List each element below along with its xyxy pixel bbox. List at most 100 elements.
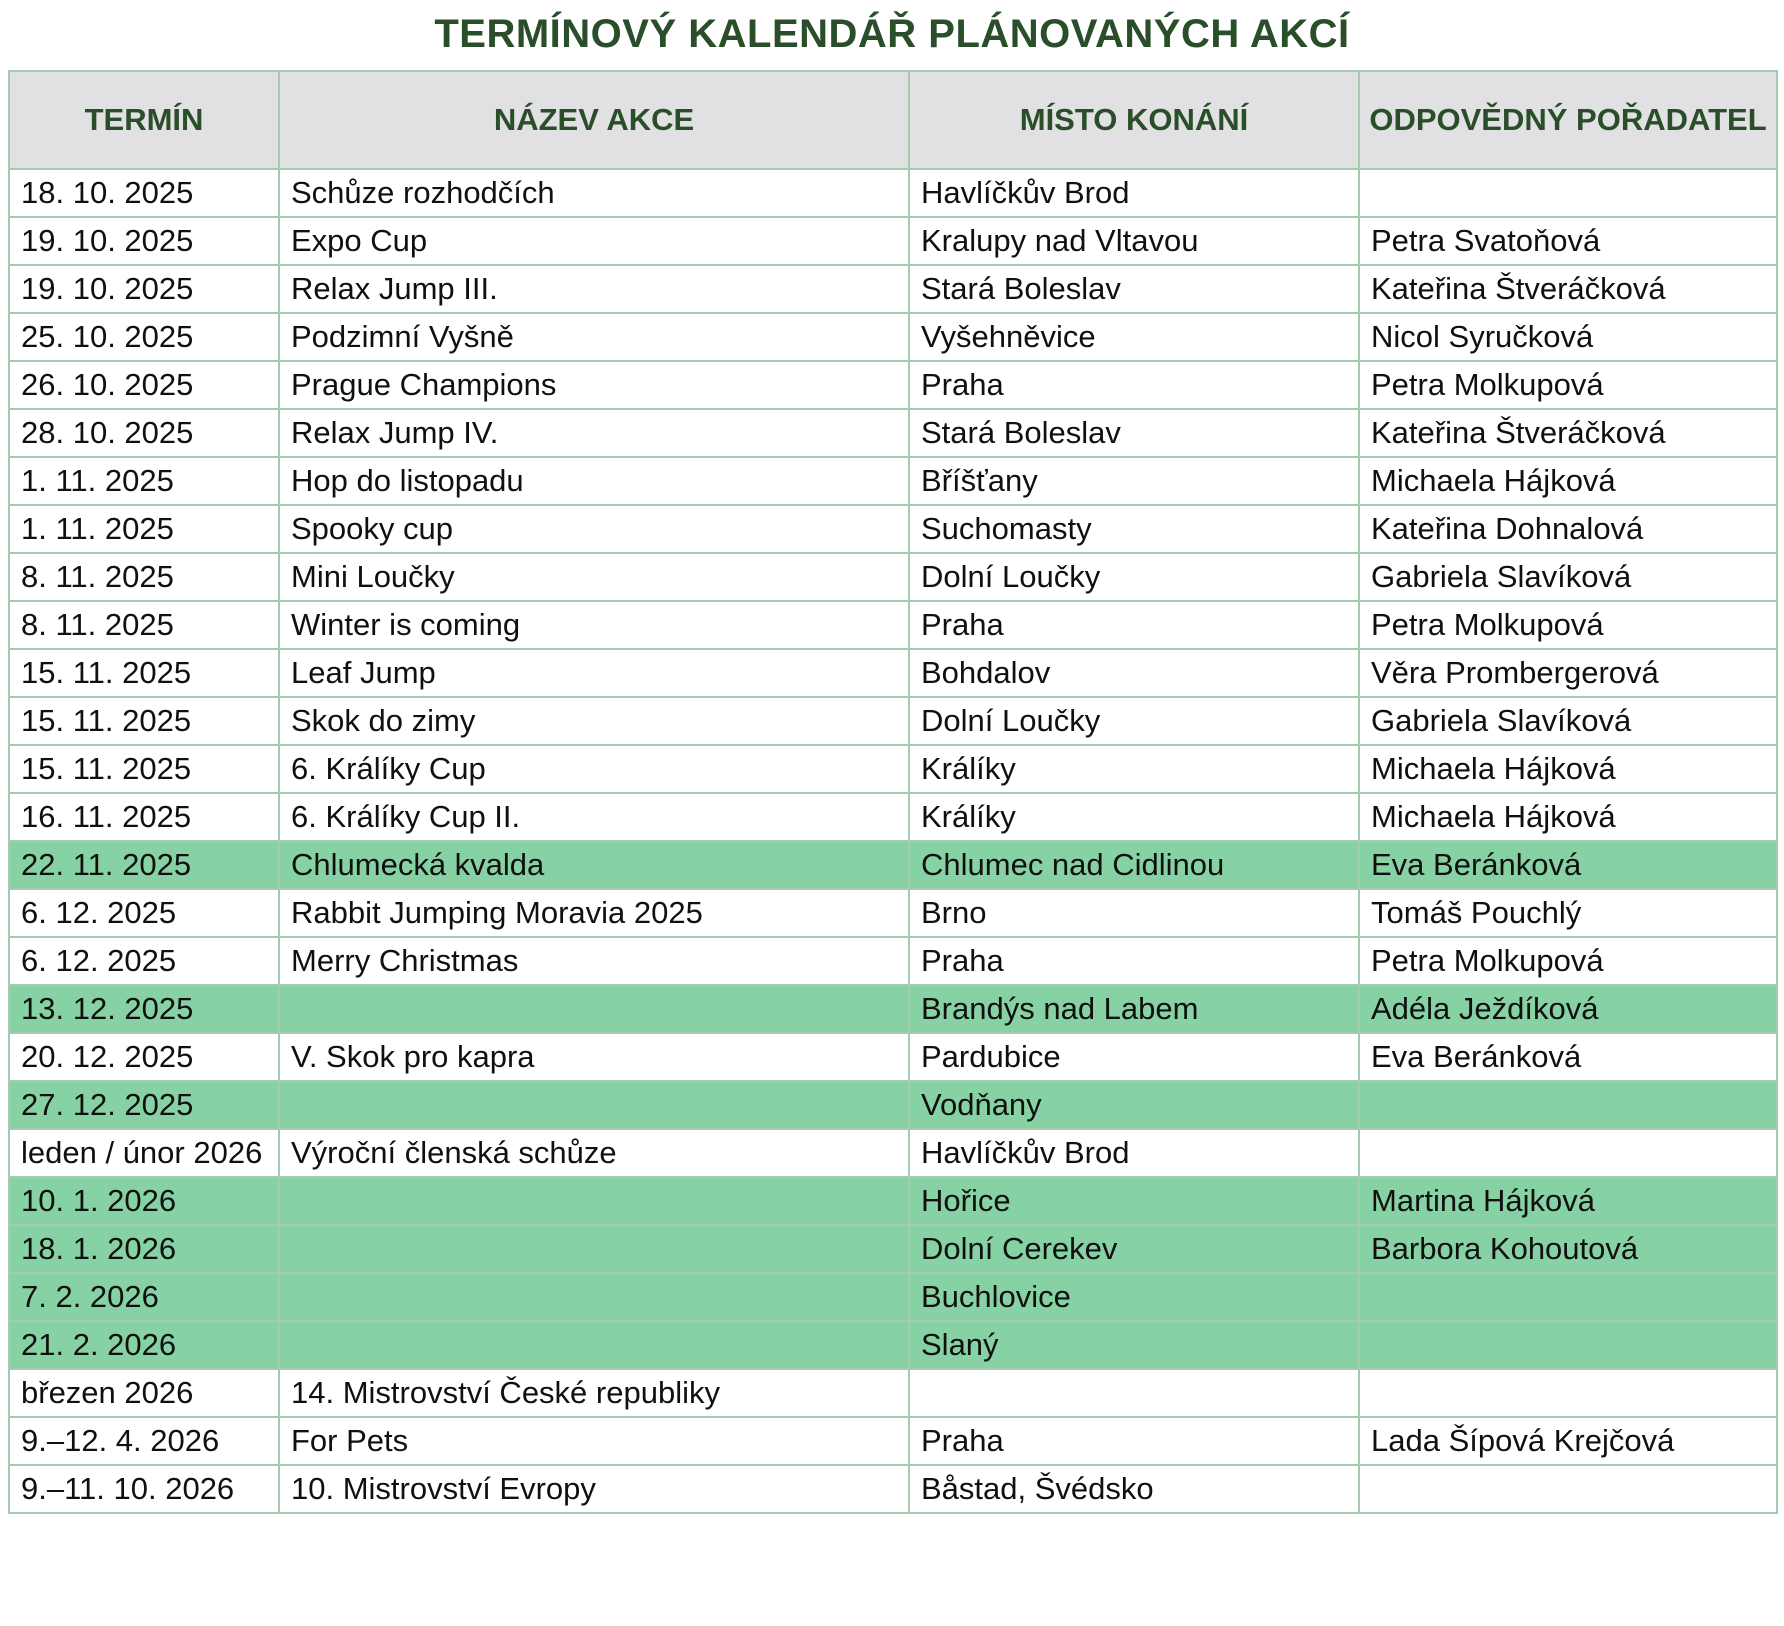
cell-misto: Praha [908, 360, 1360, 410]
table-row: 21. 2. 2026 Slaný [8, 1320, 1778, 1370]
cell-nazev: Merry Christmas [278, 936, 910, 986]
cell-poradatel: Eva Beránková [1358, 840, 1778, 890]
cell-termin: březen 2026 [8, 1368, 280, 1418]
table-row: 25. 10. 2025 Podzimní Vyšně Vyšehněvice Nic… [8, 312, 1778, 362]
cell-nazev: Relax Jump IV. [278, 408, 910, 458]
cell-termin: 6. 12. 2025 [8, 888, 280, 938]
cell-poradatel: Michaela Hájková [1358, 744, 1778, 794]
table-row: 9.–12. 4. 2026 For Pets Praha Lada Šípová K… [8, 1416, 1778, 1466]
events-table-body: 18. 10. 2025 Schůze rozhodčích Havlíčkův B… [8, 168, 1778, 1514]
cell-misto: Dolní Loučky [908, 696, 1360, 746]
cell-misto: Brandýs nad Labem [908, 984, 1360, 1034]
cell-termin: 8. 11. 2025 [8, 600, 280, 650]
cell-termin: 19. 10. 2025 [8, 216, 280, 266]
cell-termin: 16. 11. 2025 [8, 792, 280, 842]
table-row: březen 2026 14. Mistrovství České republi… [8, 1368, 1778, 1418]
table-row: 6. 12. 2025 Merry Christmas Praha Petra Mol… [8, 936, 1778, 986]
cell-termin: 22. 11. 2025 [8, 840, 280, 890]
cell-poradatel [1358, 1080, 1778, 1130]
table-row: 20. 12. 2025 V. Skok pro kapra Pardubice Ev… [8, 1032, 1778, 1082]
cell-nazev: V. Skok pro kapra [278, 1032, 910, 1082]
cell-poradatel [1358, 1128, 1778, 1178]
cell-misto: Stará Boleslav [908, 408, 1360, 458]
cell-nazev: Relax Jump III. [278, 264, 910, 314]
cell-termin: 8. 11. 2025 [8, 552, 280, 602]
cell-poradatel: Petra Molkupová [1358, 360, 1778, 410]
cell-poradatel [1358, 1272, 1778, 1322]
cell-poradatel: Věra Prombergerová [1358, 648, 1778, 698]
cell-termin: 15. 11. 2025 [8, 696, 280, 746]
cell-nazev: Výroční členská schůze [278, 1128, 910, 1178]
column-header-odpovedny-poradatel: ODPOVĚDNÝ POŘADATEL [1358, 70, 1778, 170]
cell-poradatel: Michaela Hájková [1358, 792, 1778, 842]
cell-misto: Suchomasty [908, 504, 1360, 554]
cell-termin: 18. 10. 2025 [8, 168, 280, 218]
table-row: 8. 11. 2025 Mini Loučky Dolní Loučky Gabrie… [8, 552, 1778, 602]
cell-misto: Bříšťany [908, 456, 1360, 506]
cell-poradatel: Gabriela Slavíková [1358, 696, 1778, 746]
cell-poradatel: Kateřina Štveráčková [1358, 264, 1778, 314]
cell-nazev: For Pets [278, 1416, 910, 1466]
table-row: 1. 11. 2025 Spooky cup Suchomasty Kateřina … [8, 504, 1778, 554]
cell-poradatel: Michaela Hájková [1358, 456, 1778, 506]
table-row: 27. 12. 2025 Vodňany [8, 1080, 1778, 1130]
cell-nazev [278, 1224, 910, 1274]
table-row: 10. 1. 2026 Hořice Martina Hájková [8, 1176, 1778, 1226]
cell-nazev [278, 1176, 910, 1226]
cell-nazev [278, 984, 910, 1034]
cell-termin: 15. 11. 2025 [8, 744, 280, 794]
page-title: TERMÍNOVÝ KALENDÁŘ PLÁNOVANÝCH AKCÍ [434, 12, 1350, 56]
cell-poradatel [1358, 1320, 1778, 1370]
cell-misto: Praha [908, 1416, 1360, 1466]
cell-nazev: Mini Loučky [278, 552, 910, 602]
cell-poradatel: Lada Šípová Krejčová [1358, 1416, 1778, 1466]
table-row: 7. 2. 2026 Buchlovice [8, 1272, 1778, 1322]
cell-nazev: Rabbit Jumping Moravia 2025 [278, 888, 910, 938]
table-row: 19. 10. 2025 Expo Cup Kralupy nad Vltavou P… [8, 216, 1778, 266]
cell-nazev: Hop do listopadu [278, 456, 910, 506]
header-row: TERMÍN NÁZEV AKCE MÍSTO KONÁNÍ ODPOVĚDNÝ… [8, 70, 1778, 170]
table-row: 8. 11. 2025 Winter is coming Praha Petra Mo… [8, 600, 1778, 650]
cell-misto: Båstad, Švédsko [908, 1464, 1360, 1514]
column-header-misto-konani: MÍSTO KONÁNÍ [908, 70, 1360, 170]
cell-termin: 15. 11. 2025 [8, 648, 280, 698]
cell-termin: 13. 12. 2025 [8, 984, 280, 1034]
cell-misto: Havlíčkův Brod [908, 1128, 1360, 1178]
cell-misto: Chlumec nad Cidlinou [908, 840, 1360, 890]
cell-nazev: Leaf Jump [278, 648, 910, 698]
table-row: 19. 10. 2025 Relax Jump III. Stará Bolesla… [8, 264, 1778, 314]
cell-misto: Králíky [908, 744, 1360, 794]
cell-termin: 26. 10. 2025 [8, 360, 280, 410]
cell-termin: 9.–12. 4. 2026 [8, 1416, 280, 1466]
cell-nazev: Spooky cup [278, 504, 910, 554]
cell-misto: Hořice [908, 1176, 1360, 1226]
cell-termin: 21. 2. 2026 [8, 1320, 280, 1370]
cell-misto: Havlíčkův Brod [908, 168, 1360, 218]
events-table: TERMÍN NÁZEV AKCE MÍSTO KONÁNÍ ODPOVĚDNÝ… [8, 70, 1778, 1514]
column-header-nazev-akce: NÁZEV AKCE [278, 70, 910, 170]
cell-misto: Králíky [908, 792, 1360, 842]
cell-poradatel: Kateřina Štveráčková [1358, 408, 1778, 458]
table-row: leden / únor 2026 Výroční členská schůze H… [8, 1128, 1778, 1178]
cell-termin: 19. 10. 2025 [8, 264, 280, 314]
cell-nazev: Schůze rozhodčích [278, 168, 910, 218]
cell-nazev: 14. Mistrovství České republiky [278, 1368, 910, 1418]
cell-misto: Dolní Cerekev [908, 1224, 1360, 1274]
table-row: 15. 11. 2025 Leaf Jump Bohdalov Věra Prombe… [8, 648, 1778, 698]
cell-nazev: Expo Cup [278, 216, 910, 266]
cell-termin: 9.–11. 10. 2026 [8, 1464, 280, 1514]
cell-nazev: Skok do zimy [278, 696, 910, 746]
cell-misto: Slaný [908, 1320, 1360, 1370]
cell-poradatel: Nicol Syručková [1358, 312, 1778, 362]
cell-poradatel: Petra Svatoňová [1358, 216, 1778, 266]
cell-poradatel: Adéla Ježdíková [1358, 984, 1778, 1034]
cell-misto: Praha [908, 936, 1360, 986]
cell-termin: 27. 12. 2025 [8, 1080, 280, 1130]
cell-misto: Vodňany [908, 1080, 1360, 1130]
cell-nazev: 10. Mistrovství Evropy [278, 1464, 910, 1514]
cell-termin: 6. 12. 2025 [8, 936, 280, 986]
cell-misto: Brno [908, 888, 1360, 938]
table-row: 18. 10. 2025 Schůze rozhodčích Havlíčkův B… [8, 168, 1778, 218]
cell-nazev: Chlumecká kvalda [278, 840, 910, 890]
cell-termin: 10. 1. 2026 [8, 1176, 280, 1226]
